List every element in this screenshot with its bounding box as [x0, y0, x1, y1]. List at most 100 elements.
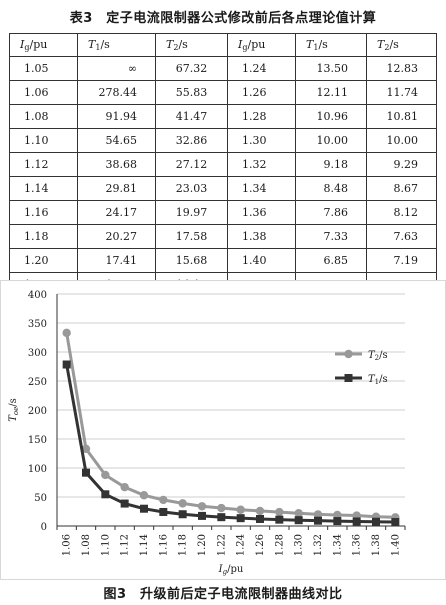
data-table: Ig/pu T1/s T2/s Ig/pu T1/s T2/s 1.05 ∞ 67.32 1.2… — [9, 33, 437, 297]
table-row: 1.08 91.94 41.47 1.28 10.96 10.81 — [9, 104, 437, 129]
table-cell: 6.85 — [295, 248, 367, 273]
table-cell: 1.10 — [9, 128, 78, 153]
table-cell: 1.26 — [227, 80, 296, 105]
x-axis-label: Ig/pu — [218, 564, 244, 576]
table-cell: 1.24 — [227, 56, 296, 81]
x-tick-label: 1.28 — [274, 534, 285, 556]
table-cell: 10.96 — [295, 104, 367, 129]
data-point — [236, 514, 245, 523]
x-tick-label: 1.16 — [158, 534, 169, 556]
x-tick-label: 1.18 — [178, 534, 189, 556]
data-point — [391, 518, 400, 527]
figure-caption: 图3 升级前后定子电流限制器曲线对比 — [103, 587, 343, 602]
column-header-4: T1/s — [295, 33, 367, 57]
x-tick-label: 1.40 — [390, 534, 401, 556]
table-cell: 1.40 — [227, 248, 296, 273]
y-tick-labels: 0 50 100 150 200 250 300 350 400 — [28, 290, 47, 533]
plot-frame — [0, 280, 446, 580]
series-t1s — [62, 360, 400, 527]
table-cell: 24.17 — [77, 200, 156, 225]
y-tick-label: 250 — [28, 377, 47, 388]
table-row: 1.05 ∞ 67.32 1.24 13.50 12.83 — [9, 56, 437, 81]
table-cell: 91.94 — [77, 104, 156, 129]
data-point — [81, 444, 91, 454]
table-cell: ∞ — [77, 56, 156, 81]
table-cell: 20.27 — [77, 224, 156, 249]
y-tick-label: 400 — [28, 290, 47, 301]
table-cell: 32.86 — [155, 128, 228, 153]
y-tick-label: 200 — [28, 406, 47, 417]
table-cell: 10.81 — [366, 104, 437, 129]
y-tick-label: 300 — [28, 348, 47, 359]
data-point — [236, 505, 245, 514]
axes — [56, 294, 406, 530]
data-point — [120, 482, 129, 492]
x-tick-label: 1.32 — [313, 534, 324, 556]
data-point — [313, 510, 323, 519]
table-cell: 23.03 — [155, 176, 228, 201]
table-cell: 54.65 — [77, 128, 156, 153]
table-cell: 10.00 — [366, 128, 437, 153]
x-tick-label: 1.08 — [81, 534, 92, 556]
table-cell: 1.08 — [9, 104, 78, 129]
data-point — [120, 499, 129, 508]
x-tick-label: 1.12 — [120, 534, 131, 556]
table-cell: 17.41 — [77, 248, 156, 273]
table-cell: 1.38 — [227, 224, 296, 249]
table-cell: 278.44 — [77, 80, 156, 105]
y-tick-label: 150 — [28, 435, 47, 446]
series-group — [62, 328, 400, 527]
table-cell: 1.28 — [227, 104, 296, 129]
legend-label: T2/s — [368, 350, 388, 362]
table-cell: 1.14 — [9, 176, 78, 201]
table-body: 1.05 ∞ 67.32 1.24 13.50 12.83 1.06 278.44 55.83 1… — [9, 56, 437, 297]
data-point — [140, 504, 148, 513]
data-point — [333, 517, 342, 526]
table-cell: 8.48 — [295, 176, 367, 201]
table-cell: 38.68 — [77, 152, 156, 177]
data-point — [139, 491, 149, 500]
table-cell: 7.19 — [366, 248, 437, 273]
table-row: 1.16 24.17 19.97 1.36 7.86 8.12 — [9, 200, 437, 225]
y-tick-label: 350 — [28, 319, 47, 330]
x-tick-label: 1.10 — [100, 534, 111, 556]
column-header-3: Ig/pu — [227, 33, 296, 57]
column-header-0: Ig/pu — [9, 33, 78, 57]
table-cell: 1.30 — [227, 128, 296, 153]
table-cell: 10.00 — [295, 128, 367, 153]
table-cell: 15.68 — [155, 248, 228, 273]
table-cell: 1.18 — [9, 224, 78, 249]
x-tick-label: 1.38 — [371, 534, 382, 556]
table-cell: 13.50 — [295, 56, 367, 81]
table-cell: 12.11 — [295, 80, 367, 105]
table-cell: 7.63 — [366, 224, 437, 249]
legend-label: T1/s — [368, 374, 388, 386]
x-tick-label: 1.24 — [236, 534, 247, 556]
data-point — [314, 516, 322, 525]
data-point — [159, 495, 168, 505]
data-point — [197, 502, 207, 511]
series-t2s — [62, 328, 400, 522]
data-point — [198, 511, 206, 520]
table-cell: 9.29 — [366, 152, 437, 177]
table-cell: 1.36 — [227, 200, 296, 225]
column-header-2: T2/s — [155, 33, 228, 57]
table-cell: 8.67 — [366, 176, 437, 201]
x-tick-label: 1.36 — [352, 534, 363, 556]
y-tick-label: 100 — [28, 464, 47, 475]
data-point — [62, 328, 71, 338]
legend-marker — [344, 349, 353, 359]
y-tick-label: 50 — [34, 493, 47, 504]
table-cell: 1.12 — [9, 152, 78, 177]
legend-marker — [344, 374, 353, 382]
table-row: 1.06 278.44 55.83 1.26 12.11 11.74 — [9, 80, 437, 105]
y-axis-label: Toe/s — [8, 398, 20, 422]
x-tick-label: 1.26 — [255, 534, 266, 556]
table-cell: 1.16 — [9, 200, 78, 225]
table-cell: 1.20 — [9, 248, 78, 273]
y-tick-label: 0 — [41, 522, 47, 533]
table-cell: 11.74 — [366, 80, 437, 105]
column-header-1: T1/s — [77, 33, 156, 57]
table-cell: 7.33 — [295, 224, 367, 249]
data-point — [275, 507, 284, 517]
